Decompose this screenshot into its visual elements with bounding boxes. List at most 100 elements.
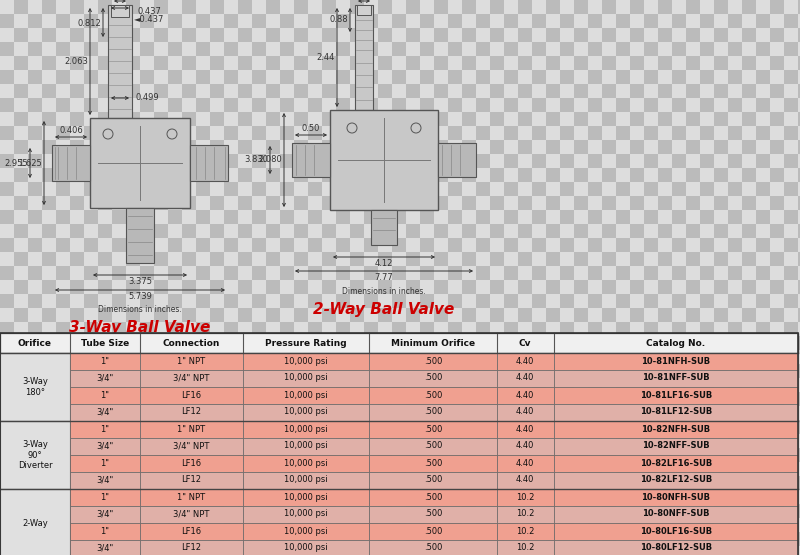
Bar	[112, 42, 126, 56]
Bar	[714, 448, 728, 462]
Bar	[658, 308, 672, 322]
Bar	[756, 168, 770, 182]
Bar	[686, 364, 700, 378]
Bar	[644, 504, 658, 518]
Bar	[700, 98, 714, 112]
Bar	[364, 406, 378, 420]
Bar	[56, 504, 70, 518]
Bar	[532, 462, 546, 476]
Bar	[98, 546, 112, 555]
Bar	[546, 546, 560, 555]
Bar	[518, 238, 532, 252]
Bar	[672, 140, 686, 154]
Bar	[462, 42, 476, 56]
Bar	[224, 378, 238, 392]
Bar	[560, 126, 574, 140]
Bar	[658, 336, 672, 350]
Bar	[686, 518, 700, 532]
Bar	[308, 42, 322, 56]
Bar	[112, 378, 126, 392]
Bar	[154, 42, 168, 56]
Bar	[168, 448, 182, 462]
Bar	[168, 364, 182, 378]
Bar	[420, 98, 434, 112]
Bar	[714, 84, 728, 98]
Bar	[798, 378, 800, 392]
Bar	[462, 182, 476, 196]
Bar	[588, 140, 602, 154]
Bar	[224, 168, 238, 182]
Bar	[154, 448, 168, 462]
Bar	[84, 0, 98, 14]
Bar	[252, 476, 266, 490]
Bar	[168, 126, 182, 140]
Bar	[630, 448, 644, 462]
Bar	[350, 434, 364, 448]
Bar	[784, 210, 798, 224]
Bar	[98, 280, 112, 294]
Bar	[686, 140, 700, 154]
Bar	[154, 406, 168, 420]
Bar	[369, 421, 497, 438]
Bar	[518, 378, 532, 392]
Bar	[14, 462, 28, 476]
Bar	[490, 406, 504, 420]
Bar	[243, 506, 369, 523]
Bar	[728, 196, 742, 210]
Bar	[770, 70, 784, 84]
Bar	[322, 70, 336, 84]
Bar	[28, 168, 42, 182]
Bar	[238, 336, 252, 350]
Bar	[770, 364, 784, 378]
Bar	[616, 476, 630, 490]
Bar	[686, 98, 700, 112]
Bar	[336, 224, 350, 238]
Bar	[70, 472, 140, 489]
Bar	[364, 322, 378, 336]
Bar	[154, 140, 168, 154]
Bar	[224, 224, 238, 238]
Bar	[630, 14, 644, 28]
Bar	[532, 308, 546, 322]
Bar	[490, 182, 504, 196]
Bar	[560, 336, 574, 350]
Bar	[770, 350, 784, 364]
Bar	[364, 350, 378, 364]
Bar	[672, 168, 686, 182]
Text: 3-Way Ball Valve: 3-Way Ball Valve	[70, 320, 210, 335]
Text: 5.739: 5.739	[128, 292, 152, 301]
Bar	[70, 476, 84, 490]
Bar	[392, 196, 406, 210]
Bar	[14, 280, 28, 294]
Bar	[434, 364, 448, 378]
Bar	[42, 350, 56, 364]
Bar	[616, 140, 630, 154]
Bar	[154, 434, 168, 448]
Bar	[434, 238, 448, 252]
Bar	[140, 140, 154, 154]
Bar	[686, 238, 700, 252]
Bar	[238, 14, 252, 28]
Bar	[770, 448, 784, 462]
Bar	[406, 252, 420, 266]
Bar	[294, 140, 308, 154]
Bar	[742, 476, 756, 490]
Bar	[420, 126, 434, 140]
Bar	[294, 392, 308, 406]
Bar	[28, 420, 42, 434]
Bar	[588, 210, 602, 224]
Bar	[14, 28, 28, 42]
Bar	[588, 462, 602, 476]
Bar	[0, 98, 14, 112]
Bar	[350, 350, 364, 364]
Bar	[742, 196, 756, 210]
Bar	[42, 532, 56, 546]
Bar	[448, 434, 462, 448]
Bar	[574, 140, 588, 154]
Bar	[644, 322, 658, 336]
Bar	[588, 168, 602, 182]
Bar	[126, 210, 140, 224]
Text: 10,000 psi: 10,000 psi	[284, 543, 328, 552]
Bar	[14, 168, 28, 182]
Bar	[574, 504, 588, 518]
